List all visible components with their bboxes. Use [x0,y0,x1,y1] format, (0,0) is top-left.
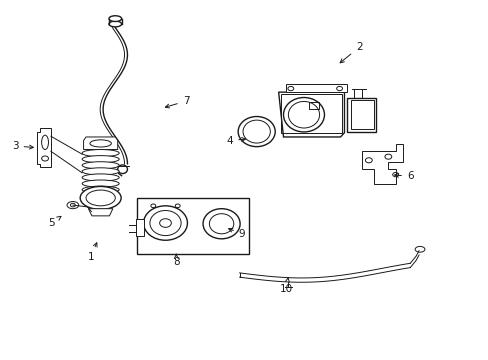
Ellipse shape [109,21,122,27]
Ellipse shape [283,98,324,132]
Polygon shape [88,209,113,216]
Text: 6: 6 [394,171,413,181]
Polygon shape [346,98,375,132]
Text: 9: 9 [228,228,245,239]
Polygon shape [83,137,118,149]
Ellipse shape [80,186,121,210]
Ellipse shape [67,202,79,209]
Polygon shape [278,92,344,137]
Ellipse shape [82,156,119,163]
Text: 8: 8 [173,255,179,267]
Ellipse shape [82,180,119,187]
Bar [137,198,249,253]
Ellipse shape [82,174,119,181]
Ellipse shape [203,209,240,239]
Text: 10: 10 [279,278,292,294]
Ellipse shape [82,186,119,193]
Ellipse shape [82,162,119,169]
Text: 4: 4 [226,136,245,145]
Polygon shape [361,144,402,184]
Ellipse shape [238,117,275,147]
Polygon shape [285,84,346,92]
Text: 7: 7 [165,96,189,108]
Text: 1: 1 [87,243,97,262]
Ellipse shape [143,206,187,240]
Polygon shape [136,220,143,235]
Text: 2: 2 [340,42,362,63]
Text: 3: 3 [12,141,33,151]
Ellipse shape [82,168,119,175]
Text: 5: 5 [48,216,61,228]
Ellipse shape [82,149,119,157]
Ellipse shape [109,16,122,22]
Polygon shape [37,128,51,167]
